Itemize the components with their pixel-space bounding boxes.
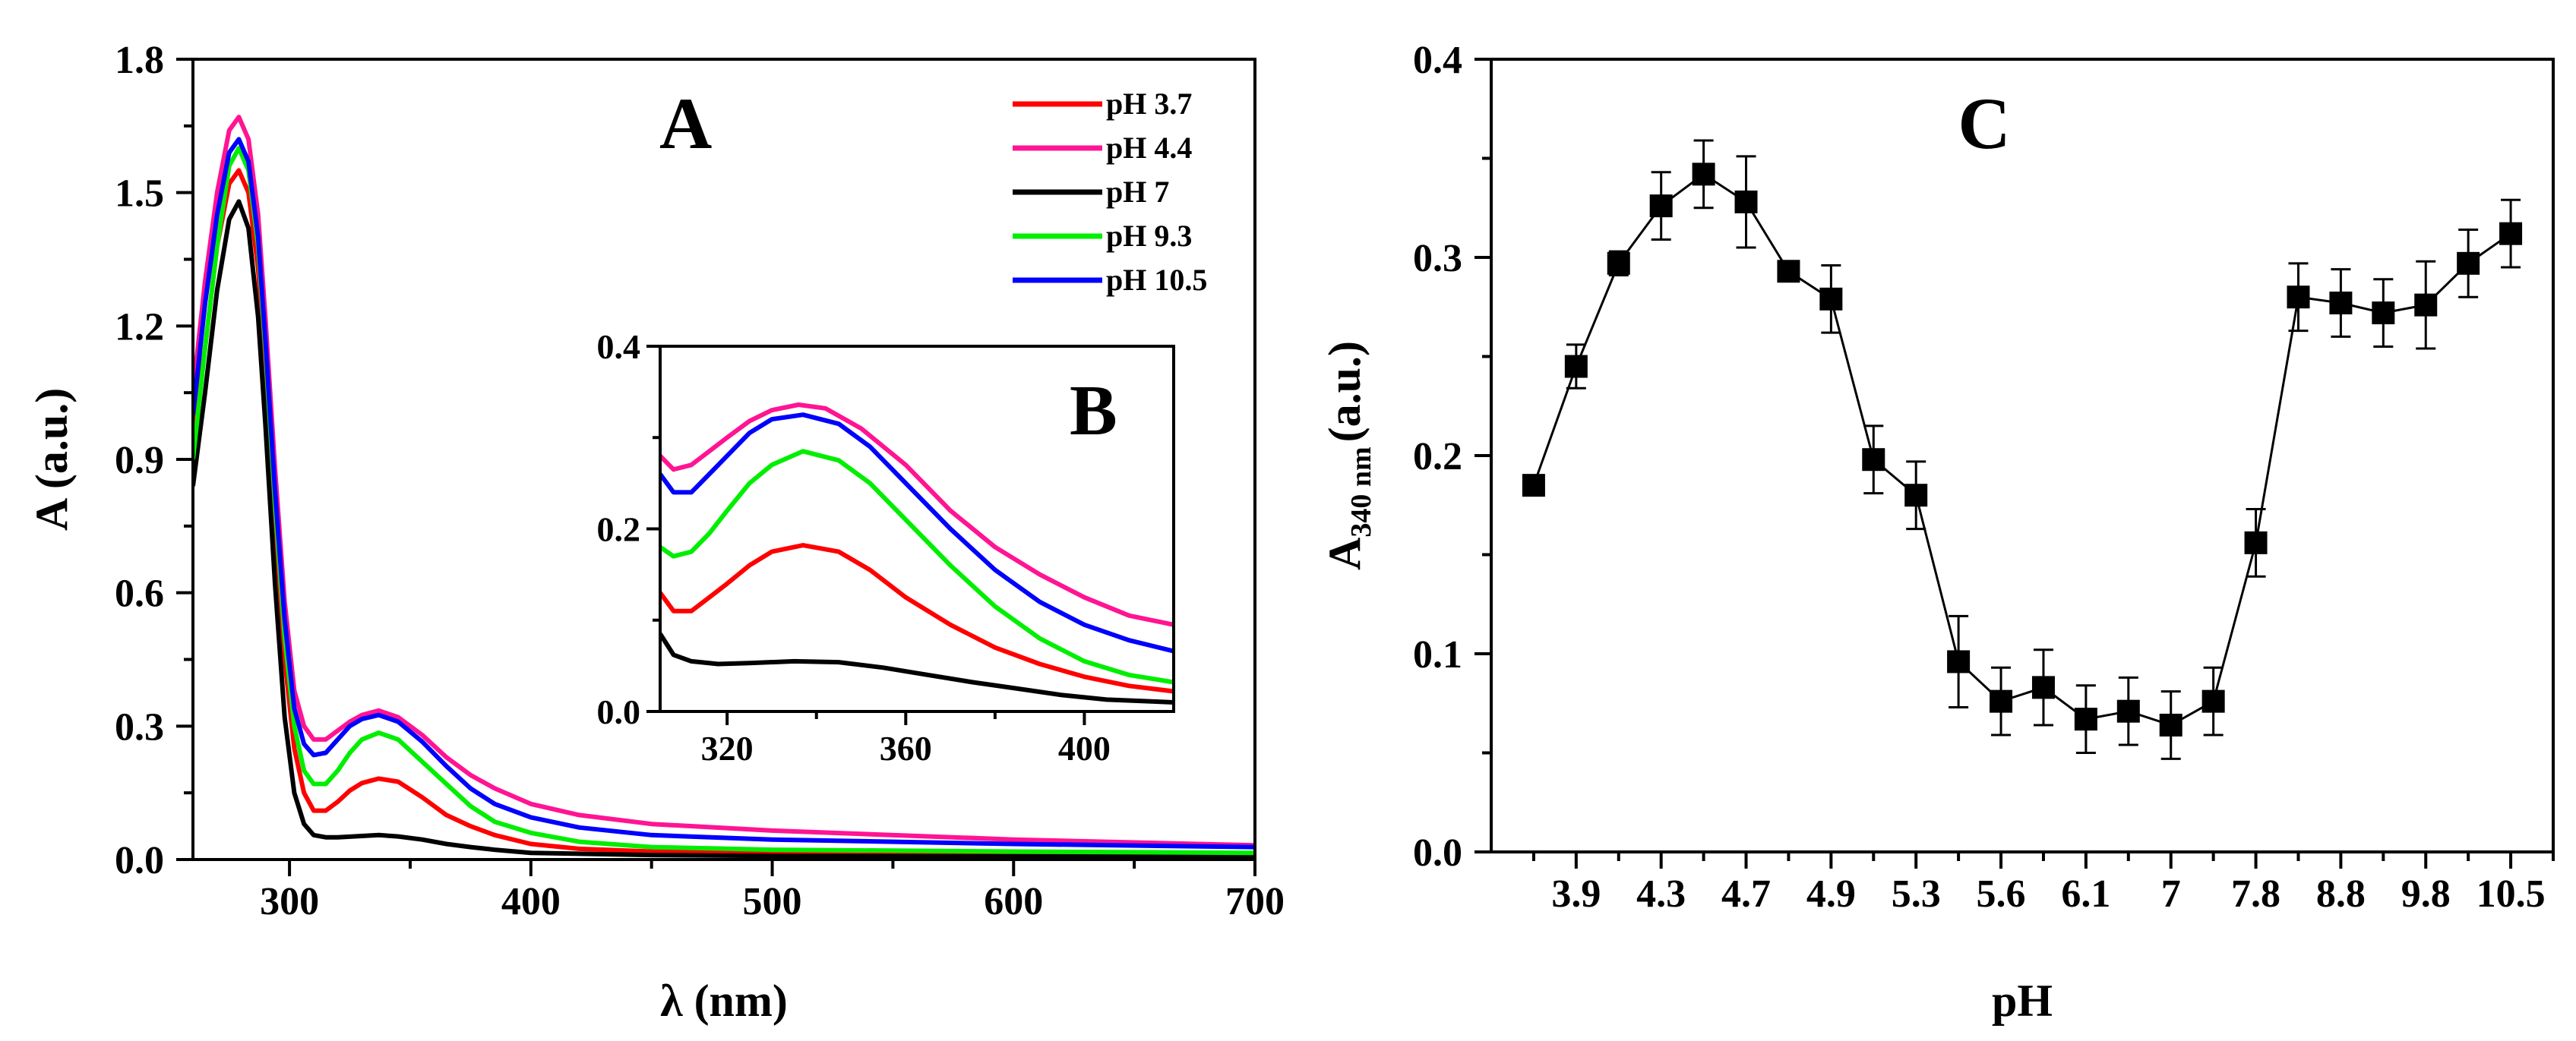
data-point-marker	[1862, 448, 1885, 472]
x-tick-label: 600	[984, 880, 1043, 923]
x-tick-label: 6.1	[2061, 872, 2110, 916]
data-point-marker	[1990, 689, 2013, 713]
data-point-marker	[1734, 190, 1758, 213]
inset-y-tick-label: 0.0	[597, 692, 641, 731]
legend-label: pH 4.4	[1106, 131, 1192, 165]
data-point-marker	[2499, 222, 2523, 245]
data-point-marker	[1904, 484, 1928, 507]
panel-label-c: C	[1958, 83, 2010, 164]
x-tick-label: 300	[260, 880, 319, 923]
y-tick-label: 1.5	[115, 172, 164, 216]
y-tick-label: 0.6	[115, 573, 164, 616]
x-tick-label: 500	[743, 880, 802, 923]
inset-x-tick-label: 320	[701, 729, 754, 768]
inset-series-line-ph-3.7	[660, 543, 1174, 694]
data-point-marker	[1607, 251, 1630, 275]
y-tick-label: 0.9	[115, 439, 164, 482]
legend-label: pH 10.5	[1106, 263, 1207, 297]
data-point-marker	[1649, 194, 1673, 218]
panel-c-ph-chart: 3.9 4.3 4.7 4.9 5.3 5.6 6.1 7 7.8 8.8 9.8 10.5 0.0 0.…	[1320, 39, 2555, 1026]
data-point-marker	[1777, 260, 1800, 283]
plot-frame	[1490, 58, 2555, 853]
data-point-marker	[1564, 355, 1588, 378]
legend-label: pH 7	[1106, 175, 1169, 209]
y-tick-label: 0.4	[1413, 39, 1462, 82]
data-point-marker	[2116, 699, 2140, 723]
x-tick-label: 8.8	[2316, 872, 2366, 916]
y-tick-label: 0.3	[115, 705, 164, 749]
data-point-marker	[2159, 713, 2182, 737]
y-axis-title-main: A	[1320, 538, 1370, 570]
data-point-marker	[2414, 293, 2438, 317]
x-tick-label: 7.8	[2231, 872, 2280, 916]
inset-y-tick-label: 0.2	[597, 510, 641, 549]
series-line-ph-7	[193, 199, 1255, 860]
connecting-line	[1532, 172, 2511, 727]
y-axis-title-unit: (a.u.)	[1320, 341, 1370, 442]
data-point-marker	[2372, 301, 2395, 325]
y-axis-title-subscript: 340 nm	[1345, 446, 1377, 537]
x-tick-label: 5.3	[1892, 872, 1941, 916]
y-axis-title: A (a.u.)	[27, 388, 77, 531]
data-point-marker	[2287, 285, 2310, 309]
panel-a-spectra-chart: 300 400 500 600 700 0.0 0.3 0.6 0.9 1.2 1.5 1.8 λ (n…	[27, 39, 1285, 1026]
data-point-marker	[1692, 162, 1715, 186]
inset-x-tick-label: 360	[880, 729, 932, 768]
series-line-ph-9.3	[193, 146, 1255, 856]
x-axis-title: λ (nm)	[660, 976, 788, 1026]
data-point-marker	[2244, 531, 2268, 554]
x-tick-label: 4.7	[1721, 872, 1771, 916]
legend: pH 3.7 pH 4.4 pH 7 pH 9.3 pH 10.5	[1013, 87, 1207, 297]
y-tick-label: 0.1	[1413, 633, 1462, 677]
data-point-marker	[1522, 474, 1545, 497]
x-tick-label: 5.6	[1977, 872, 2026, 916]
inset-series-line-ph-7	[660, 632, 1174, 705]
y-tick-label: 1.2	[115, 305, 164, 349]
y-tick-label: 0.3	[1413, 237, 1462, 280]
x-axis-title: pH	[1992, 976, 2053, 1026]
x-tick-label: 9.8	[2401, 872, 2451, 916]
x-tick-label: 4.3	[1636, 872, 1686, 916]
inset-x-tick-label: 400	[1058, 729, 1111, 768]
y-tick-label: 1.8	[115, 39, 164, 82]
inset-series-line-ph-9.3	[660, 449, 1174, 685]
panel-label-b: B	[1070, 371, 1117, 450]
legend-label: pH 3.7	[1106, 87, 1192, 121]
data-point-marker	[2031, 676, 2055, 699]
x-tick-label: 700	[1225, 880, 1285, 923]
x-tick-label: 400	[501, 880, 561, 923]
x-tick-label: 3.9	[1551, 872, 1601, 916]
legend-label: pH 9.3	[1106, 219, 1192, 253]
y-tick-label: 0.0	[115, 839, 164, 882]
inset-series-line-ph-4.4	[660, 402, 1174, 627]
y-axis-title: A340 nm (a.u.)	[1320, 341, 1377, 570]
series-line-ph-10.5	[193, 137, 1255, 850]
panel-b-inset-chart: 320 360 400 0.0 0.2 0.4 B	[597, 327, 1175, 768]
y-tick-label: 0.2	[1413, 435, 1462, 478]
data-point-marker	[1947, 650, 1971, 673]
panel-label-a: A	[659, 83, 712, 164]
inset-y-tick-label: 0.4	[597, 327, 641, 366]
x-tick-label: 7	[2161, 872, 2181, 916]
x-tick-label: 10.5	[2476, 872, 2546, 916]
data-point-marker	[2201, 689, 2225, 713]
data-point-marker	[2329, 292, 2353, 315]
data-point-marker	[2074, 708, 2097, 731]
series-line-ph-3.7	[193, 168, 1255, 856]
series-line-ph-4.4	[193, 115, 1255, 848]
data-point-marker	[2457, 251, 2480, 275]
data-point-marker	[1819, 287, 1843, 311]
x-tick-label: 4.9	[1806, 872, 1856, 916]
inset-series-line-ph-10.5	[660, 412, 1174, 654]
y-tick-label: 0.0	[1413, 831, 1462, 875]
